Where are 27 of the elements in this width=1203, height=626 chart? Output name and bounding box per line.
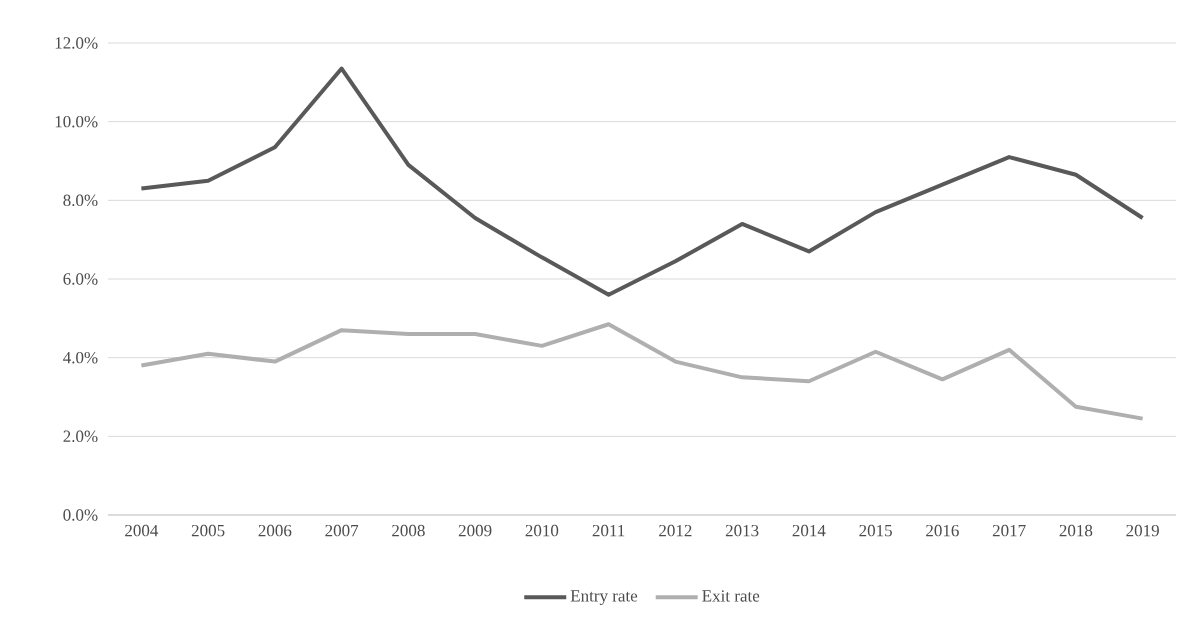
x-tick-label: 2004 xyxy=(125,524,159,537)
x-tick-label: 2006 xyxy=(258,524,292,537)
x-tick-label: 2014 xyxy=(792,524,826,537)
y-tick-label: 10.0% xyxy=(55,115,98,128)
y-tick-label: 0.0% xyxy=(63,509,98,521)
x-tick-label: 2011 xyxy=(592,524,625,537)
y-tick-label: 6.0% xyxy=(63,273,98,285)
x-tick-label: 2018 xyxy=(1059,524,1093,537)
y-tick-label: 2.0% xyxy=(63,430,98,443)
x-tick-label: 2010 xyxy=(525,524,559,537)
x-tick-label: 2017 xyxy=(992,524,1026,537)
line-series xyxy=(139,66,1145,297)
x-tick-label: 2015 xyxy=(859,524,892,537)
x-tick-label: 2009 xyxy=(458,524,492,537)
y-tick-label: 12.0% xyxy=(55,37,98,49)
x-tick-label: 2016 xyxy=(926,524,959,537)
x-tick-label: 2008 xyxy=(392,524,425,537)
y-tick-label: 8.0% xyxy=(63,194,98,207)
x-tick-label: 2005 xyxy=(191,524,225,537)
legend-label: Entry rate xyxy=(570,590,638,606)
y-tick-label: 4.0% xyxy=(63,351,98,364)
line-series xyxy=(139,322,1145,421)
legend-label: Exit rate xyxy=(702,590,760,602)
x-tick-label: 2019 xyxy=(1126,524,1159,537)
x-tick-label: 2007 xyxy=(325,524,359,537)
x-tick-label: 2012 xyxy=(659,524,692,537)
x-tick-label: 2013 xyxy=(725,524,759,537)
